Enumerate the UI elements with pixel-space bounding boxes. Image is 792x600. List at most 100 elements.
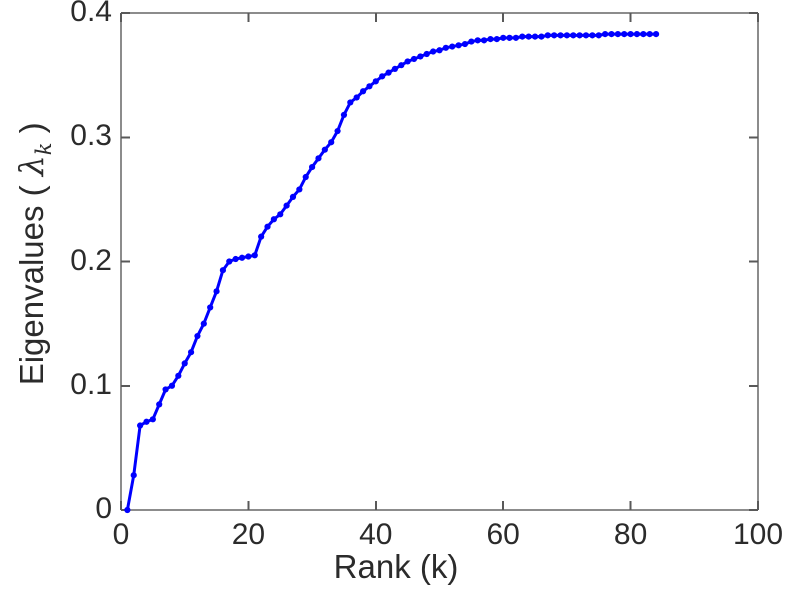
data-point-marker — [200, 320, 207, 327]
data-point-marker — [512, 34, 520, 41]
data-point-marker — [130, 472, 137, 479]
data-point-marker — [621, 31, 628, 38]
data-point-marker — [410, 55, 418, 63]
x-tick-label: 20 — [231, 518, 266, 551]
data-point-marker — [226, 258, 233, 265]
data-point-marker — [175, 372, 182, 379]
data-point-marker — [633, 31, 641, 38]
data-point-marker — [436, 47, 443, 54]
data-point-marker — [576, 32, 583, 39]
data-series-eigenvalues — [124, 31, 660, 514]
data-point-marker — [245, 253, 252, 260]
data-point-marker — [168, 382, 176, 389]
data-point-marker — [194, 332, 201, 340]
data-point-marker — [372, 78, 379, 85]
x-tick-label: 80 — [613, 518, 648, 551]
x-tick-label: 40 — [359, 518, 393, 551]
data-point-marker — [640, 31, 647, 38]
data-point-marker — [207, 304, 214, 311]
data-point-marker — [500, 34, 507, 41]
series-line — [125, 32, 658, 512]
data-point-marker — [551, 32, 558, 39]
data-point-marker — [589, 32, 596, 39]
data-point-marker — [519, 33, 526, 40]
data-point-marker — [391, 65, 399, 73]
y-tick-label: 0.3 — [70, 119, 112, 153]
data-point-marker — [187, 349, 195, 356]
data-point-marker — [264, 223, 271, 230]
data-point-marker — [213, 288, 220, 295]
x-axis-title: Rank (k) — [333, 548, 459, 585]
data-point-marker — [544, 32, 551, 39]
data-point-marker — [442, 44, 449, 51]
data-point-marker — [563, 32, 571, 39]
data-point-marker — [538, 33, 545, 40]
data-point-marker — [334, 127, 341, 135]
data-point-marker — [525, 33, 532, 40]
data-point-marker — [270, 216, 277, 223]
y-tick-label: 0.1 — [70, 367, 112, 401]
data-point-marker — [449, 43, 456, 50]
data-point-marker — [321, 146, 328, 153]
data-point-marker — [340, 111, 348, 118]
data-point-marker — [404, 58, 411, 65]
y-tick-label: 0 — [95, 492, 112, 525]
x-tick-label: 60 — [486, 518, 520, 551]
data-point-marker — [398, 62, 405, 69]
data-point-marker — [506, 34, 513, 41]
data-point-marker — [531, 33, 539, 40]
data-point-marker — [353, 94, 360, 101]
x-tick-label: 0 — [112, 518, 130, 551]
data-point-marker — [570, 32, 577, 39]
data-point-marker — [379, 73, 386, 80]
data-point-marker — [124, 506, 131, 514]
data-point-marker — [608, 31, 615, 38]
data-point-marker — [347, 99, 354, 106]
data-point-marker — [296, 186, 303, 193]
data-point-marker — [614, 31, 621, 38]
data-point-marker — [461, 40, 469, 48]
data-point-marker — [162, 386, 169, 393]
axes-box — [119, 11, 760, 512]
data-point-marker — [652, 31, 660, 38]
data-point-marker — [143, 418, 150, 425]
data-point-marker — [359, 88, 367, 95]
data-point-marker — [385, 69, 392, 76]
y-tick-label: 0.2 — [70, 243, 112, 277]
data-point-marker — [582, 32, 590, 39]
data-point-marker — [302, 173, 309, 181]
data-point-marker — [366, 83, 373, 90]
data-point-marker — [315, 155, 322, 162]
data-point-marker — [258, 233, 265, 240]
data-point-marker — [417, 53, 424, 60]
data-point-marker — [627, 31, 634, 38]
data-point-marker — [455, 42, 462, 49]
data-point-marker — [480, 37, 488, 44]
data-point-marker — [328, 139, 335, 146]
y-tick-label: 0.4 — [70, 0, 112, 28]
data-point-marker — [557, 32, 564, 39]
data-point-marker — [251, 252, 258, 259]
data-point-marker — [137, 422, 144, 429]
data-point-marker — [232, 255, 239, 263]
x-tick-label: 100 — [732, 518, 784, 551]
data-point-marker — [289, 193, 297, 200]
data-point-marker — [423, 50, 430, 58]
data-point-marker — [283, 202, 290, 209]
data-point-marker — [474, 37, 481, 44]
tick-marks — [120, 12, 759, 511]
data-point-marker — [602, 31, 609, 38]
data-point-marker — [309, 163, 316, 171]
data-point-marker — [219, 267, 227, 274]
data-point-marker — [149, 416, 156, 423]
data-point-marker — [156, 401, 163, 408]
data-point-marker — [646, 31, 653, 38]
data-point-marker — [487, 35, 494, 43]
data-point-marker — [277, 211, 284, 218]
data-point-marker — [468, 38, 475, 45]
data-point-marker — [238, 254, 246, 261]
data-point-marker — [595, 32, 602, 39]
data-point-marker — [493, 35, 500, 43]
